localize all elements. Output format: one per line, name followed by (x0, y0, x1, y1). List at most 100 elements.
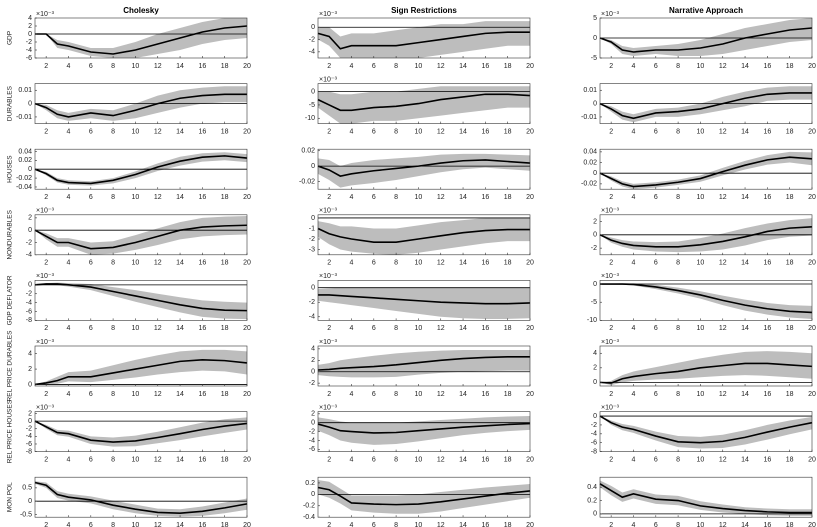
y-tick-label: -0.02 (299, 178, 315, 185)
x-tick-label: 2 (609, 128, 613, 135)
y-tick-label: -2 (309, 236, 315, 243)
x-tick-label: 4 (67, 522, 71, 527)
y-tick-label: 0 (593, 413, 597, 420)
confidence-band (600, 218, 812, 253)
y-tick-label: -2 (309, 36, 315, 43)
impulse-response (599, 362, 813, 384)
y-tick-label: -4 (309, 437, 315, 444)
x-tick-label: 10 (697, 194, 705, 201)
x-tick-label: 8 (676, 63, 680, 70)
x-tick-label: 10 (697, 522, 705, 527)
y-tick-label: -10 (587, 317, 597, 324)
x-tick-label: 20 (243, 391, 251, 398)
y-tick-label: 2 (28, 23, 32, 30)
x-tick-label: 14 (176, 63, 184, 70)
impulse-response (34, 155, 248, 185)
y-tick-label: 0 (28, 227, 32, 234)
x-tick-label: 6 (89, 128, 93, 135)
y-tick-label: 0 (28, 381, 32, 388)
x-tick-label: 4 (67, 260, 71, 267)
confidence-band (600, 416, 812, 449)
x-tick-label: 14 (176, 194, 184, 201)
y-tick-label: 0 (311, 420, 315, 427)
axes-box (317, 17, 531, 59)
x-tick-label: 6 (89, 391, 93, 398)
x-tick-label: 10 (132, 63, 140, 70)
x-tick-label: 4 (67, 128, 71, 135)
confidence-band (318, 153, 530, 188)
x-tick-label: 4 (67, 456, 71, 463)
axis-multiplier: ×10⁻³ (36, 273, 55, 280)
x-tick-label: 18 (786, 391, 794, 398)
x-tick-label: 18 (221, 63, 229, 70)
x-tick-label: 20 (808, 391, 816, 398)
confidence-band (35, 216, 247, 255)
x-tick-label: 18 (504, 128, 512, 135)
row-label: GDP (7, 31, 14, 45)
confidence-band (318, 480, 530, 514)
x-tick-label: 14 (741, 391, 749, 398)
x-tick-label: 8 (394, 63, 398, 70)
x-tick-label: 18 (504, 260, 512, 267)
y-tick-label: 0.02 (301, 148, 315, 155)
y-tick-label: 0.01 (18, 87, 32, 94)
y-tick-label: -8 (26, 317, 32, 324)
x-tick-label: 8 (111, 522, 115, 527)
x-tick-label: 16 (763, 260, 771, 267)
x-tick-label: 16 (763, 325, 771, 332)
x-tick-label: 4 (350, 63, 354, 70)
x-tick-label: 10 (132, 391, 140, 398)
y-tick-label: -0.4 (303, 514, 315, 521)
x-tick-label: 4 (67, 63, 71, 70)
x-tick-label: 8 (111, 456, 115, 463)
y-tick-label: 0.02 (583, 159, 597, 166)
x-tick-label: 4 (632, 260, 636, 267)
x-tick-label: 8 (394, 260, 398, 267)
axes-box (317, 345, 531, 387)
x-tick-label: 10 (132, 128, 140, 135)
axis-multiplier: ×10⁻³ (319, 273, 338, 280)
x-tick-label: 20 (243, 128, 251, 135)
axes-box (34, 280, 248, 321)
x-tick-label: 20 (808, 522, 816, 527)
axes-box (34, 476, 248, 518)
x-tick-label: 20 (526, 325, 534, 332)
x-tick-label: 4 (632, 456, 636, 463)
axes-box (317, 280, 531, 321)
x-tick-label: 16 (763, 391, 771, 398)
x-tick-label: 12 (719, 522, 727, 527)
x-tick-label: 6 (89, 63, 93, 70)
row-label: NONDURABLES (7, 209, 14, 259)
impulse-response (317, 31, 530, 50)
axes-box (34, 411, 248, 452)
x-tick-label: 18 (221, 325, 229, 332)
y-tick-label: 0 (311, 215, 315, 222)
axes-box (599, 476, 813, 518)
axes-box (599, 345, 813, 387)
x-tick-label: 14 (459, 522, 467, 527)
confidence-band (600, 151, 812, 190)
x-tick-label: 12 (719, 391, 727, 398)
y-tick-label: 0 (593, 232, 597, 239)
x-tick-label: 12 (154, 522, 162, 527)
y-tick-label: -2 (591, 422, 597, 429)
column-title: Sign Restrictions (391, 6, 457, 15)
x-tick-label: 2 (609, 391, 613, 398)
x-tick-label: 6 (654, 522, 658, 527)
x-tick-label: 18 (786, 128, 794, 135)
x-tick-label: 16 (481, 456, 489, 463)
x-tick-label: 4 (632, 194, 636, 201)
impulse-response (34, 359, 248, 386)
x-tick-label: 20 (808, 128, 816, 135)
y-tick-label: -0.01 (16, 114, 32, 121)
x-tick-label: 14 (459, 391, 467, 398)
x-tick-label: 18 (221, 128, 229, 135)
x-tick-label: 10 (415, 194, 423, 201)
x-tick-label: 14 (459, 456, 467, 463)
x-tick-label: 14 (741, 260, 749, 267)
x-tick-label: 14 (741, 63, 749, 70)
y-tick-label: 0.04 (18, 148, 32, 155)
axis-multiplier: ×10⁻³ (36, 11, 55, 18)
y-tick-label: -2 (309, 380, 315, 387)
x-tick-label: 12 (437, 63, 445, 70)
